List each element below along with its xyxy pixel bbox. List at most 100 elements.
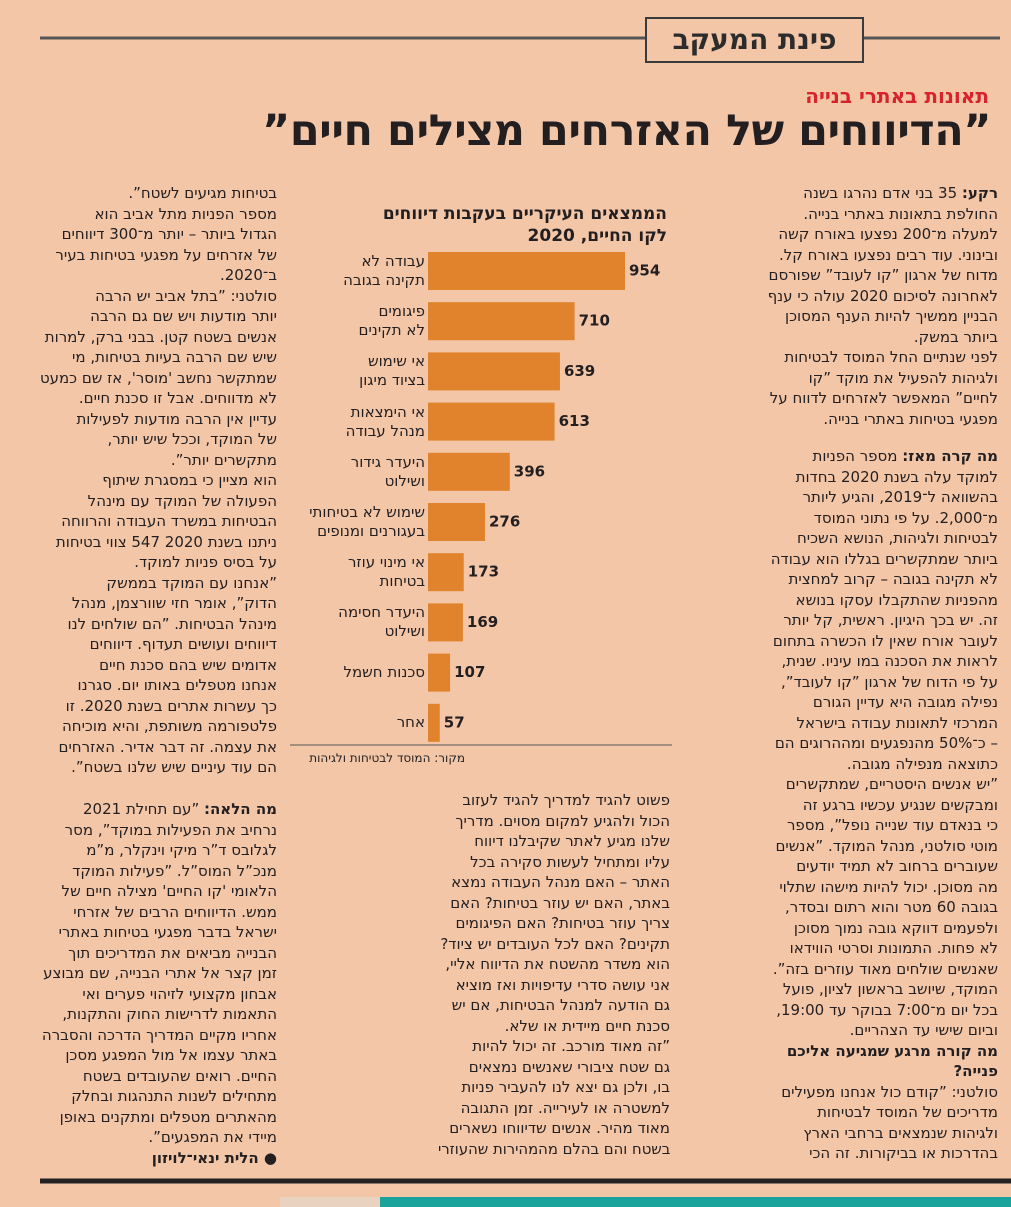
text-line: פשוט להגיד למדריך להגיד לעזוב	[438, 790, 670, 811]
text-line: פנייה?	[684, 1061, 998, 1082]
line-content: כי בנאדם עוד שנייה נופל”, מספר	[786, 816, 998, 834]
text-line: בגובה 60 מטר והוא רתום ובסדר,	[684, 897, 998, 918]
line-content: זה. יש בכך היגיון. ראשית, קל יותר	[783, 611, 998, 629]
line-content: מהאתרים מטפלים ומתקנים באופן	[59, 1107, 277, 1126]
lead-in: ● הלית ינאי־לויזון	[151, 1148, 277, 1167]
line-content: סכנת חיים מיידית או שלא.	[504, 1016, 670, 1035]
text-line: מהפניות שהתקבלו עסקו בנושא	[684, 590, 998, 611]
lead-in: רקע:	[961, 184, 998, 202]
text-line: התאמות לדרישות החוק והתקנות,	[40, 1004, 277, 1025]
line-content: מ־2,000. על פי נתוני המוסד	[813, 508, 998, 527]
bar	[428, 653, 451, 692]
text-line: ”זה מאוד מורכב. זה יכול להיות	[438, 1036, 670, 1057]
line-content: רקע: 35 בני אדם נהרגו בשנה	[803, 183, 998, 204]
line-content: אדומים שיש בהם סכנת חיים	[99, 655, 277, 674]
bar	[428, 503, 485, 541]
line-content: החולפת בתאונות באתרי בנייה.	[803, 204, 998, 223]
text-line: אנשים בשטח קטן. בבני ברק, למרות	[40, 327, 277, 348]
line-content: מה קרה מאז: מספר הפניות	[812, 446, 998, 467]
text-line: לא פחות. התמונות וסרטי הווידאו	[684, 938, 998, 959]
line-content: ומבקשים שנגיע עכשיו ברגע זה	[802, 795, 998, 814]
line-content: ולגיהות שנמצאים ברחבי הארץ	[803, 1123, 998, 1142]
text-line: באתר עצמו אל מול המפגע מסכן	[40, 1045, 277, 1066]
line-content: למשטרה או לעירייה. זמן התגובה	[460, 1098, 670, 1117]
line-content: מדוח של ארגון ”קו לעובד” שפורסם	[768, 266, 998, 284]
lead-in: מה קרה מאז:	[902, 447, 998, 465]
section-tag: פינת המעקב	[645, 17, 864, 63]
line-content: ביותר במשק.	[913, 327, 998, 346]
text-line: מספר הפניות מתל אביב הוא	[40, 204, 277, 225]
text-line: אני עושה סדרי עדיפויות ואז מוציא	[438, 975, 670, 996]
text-line: נפילה מגובה היא עדיין הגורם	[684, 692, 998, 713]
text-line: לאחרונה לסיכום 2020 עולה כי ענף	[684, 286, 998, 307]
line-content: ולפעמים דווקא גובה נמוך מסוכן	[793, 918, 998, 937]
text-line: שיש שם הרבה בעיות בטיחות, מי	[40, 347, 277, 368]
text-line: הלאומי 'קו החיים' מצילה חיים של	[40, 881, 277, 902]
line-content: הבטיחות במשרד העבודה והרווחה	[61, 512, 277, 530]
text-line: הוא משדר מהשטח את הדיווח אליי,	[438, 954, 670, 975]
category-label: עבודה לא תקינה בגובה	[343, 252, 425, 289]
line-content: באתר, האם יש עוזר בטיחות? האם	[450, 893, 670, 912]
line-content: על פי הדוח של ארגון ”קו לעובד”,	[780, 672, 998, 691]
text-line: – כ־50% מהנפגעים ומההרוגים הם	[684, 733, 998, 754]
text-line: מינהל הבטיחות. ”הם שולחים לנו	[40, 614, 277, 635]
category-label: פיגומים לא תקינים	[358, 302, 426, 340]
category-label: היעדר חסימה ושילוט	[338, 603, 425, 641]
line-content: של המוקד, וככל שיש יותר,	[107, 430, 277, 448]
text-line: צריך עוזר בטיחות? האם הפיגומים	[438, 913, 670, 934]
text-line: על פי הדוח של ארגון ”קו לעובד”,	[684, 672, 998, 693]
line-content: ממש. הדיווחים הרבים של אזרחי	[73, 902, 277, 921]
line-content: שלנו מגיע לאתר שקיבלנו דיווח	[474, 832, 670, 850]
line-content: דיווחים ועושים תעדוף. דיווחים	[89, 635, 277, 653]
headline: ”הדיווחים של האזרחים מצילים חיים”	[261, 106, 992, 156]
text-line: יותר מודעות ויש שם גם הרבה	[40, 306, 277, 327]
text-line: הבנייה מביאים את המדריכים תוך	[40, 943, 277, 964]
text-line: למשטרה או לעירייה. זמן התגובה	[438, 1098, 670, 1119]
category-label: אחר	[396, 713, 425, 732]
text-line: אדומים שיש בהם סכנת חיים	[40, 655, 277, 676]
value-label: 173	[468, 563, 499, 581]
line-content: הלאומי 'קו החיים' מצילה חיים של	[61, 882, 277, 900]
text-line: למעלה מ־200 נפצעו באורח קשה	[684, 224, 998, 245]
line-content: ניתנו בשנת 2020 547 צווי בטיחות	[55, 532, 277, 551]
text-line: בהדרכות או בביקורות. זה הכי	[684, 1143, 998, 1164]
line-content: ● הלית ינאי־לויזון	[152, 1148, 277, 1169]
line-content: גם הודעה למנהל הבטיחות, אם יש	[451, 996, 670, 1014]
text-line: של המוקד, וככל שיש יותר,	[40, 429, 277, 450]
text-line: בשטח והם בהלם מהמהירות שהעוזרי	[438, 1139, 670, 1160]
value-label: 954	[629, 262, 660, 280]
text-line: מ־2,000. על פי נתוני המוסד	[684, 508, 998, 529]
line-content: מאוד מהיר. אנשים שדיווחו נשארים	[449, 1119, 670, 1137]
line-content: סולטני: ”קודם כול אנחנו מפעילים	[781, 1082, 998, 1101]
line-content: מינהל הבטיחות. ”הם שולחים לנו	[67, 614, 277, 633]
text-line: עדיין אין הרבה מודעות לפעילות	[40, 409, 277, 430]
line-content: מה קורה מרגע שמגיעה אליכם	[787, 1041, 998, 1062]
line-content: ב־2020.	[219, 266, 277, 284]
text-line: מנכ”ל המוס”ל. ”פעילות המוקד	[40, 861, 277, 882]
text-line: שעוברים ברחוב לא תמיד יודעים	[684, 856, 998, 877]
text-line: הבניין ממשיך להיות הענף המסוכן	[684, 306, 998, 327]
category-label: אי מינוי עוזר בטיחות	[347, 553, 425, 591]
lead-in: מה קורה מרגע שמגיעה אליכם	[786, 1041, 998, 1060]
line-content: שאנשים שולחים מאוד עוזרים בזה”.	[772, 959, 998, 978]
value-label: 276	[489, 513, 520, 531]
line-content: מנכ”ל המוס”ל. ”פעילות המוקד	[72, 861, 277, 880]
text-line: החיים. רואים שהעובדים בשטח	[40, 1066, 277, 1087]
text-line: האתר – האם מנהל העבודה נמצא	[438, 872, 670, 893]
text-line: מוטי סולטני, מנהל המוקד. ”אנשים	[684, 836, 998, 857]
column: בטיחות מגיעים לשטח”. מספר הפניות מתל אביב…	[40, 183, 277, 1168]
line-content: לעובר אורח שאין לו הכשרה בתחום	[772, 631, 998, 650]
line-content: כתוצאה מנפילה מגובה.	[846, 754, 998, 773]
text-line: באתר, האם יש עוזר בטיחות? האם	[438, 893, 670, 914]
text-line: סולטני: ”בתל אביב יש הרבה	[40, 286, 277, 307]
text-line: אבחון מקצועי לזיהוי פערים ואי	[40, 984, 277, 1005]
text-line: ובינוני. עוד רבים נפצעו באורח קל.	[684, 245, 998, 266]
line-content: בשטח והם בהלם מהמהירות שהעוזרי	[437, 1139, 670, 1158]
text-line: החולפת בתאונות באתרי בנייה.	[684, 204, 998, 225]
line-content: מה מסוכן. יכול להיות מישהו שתלוי	[779, 877, 998, 896]
line-content: אבחון מקצועי לזיהוי פערים ואי	[82, 984, 277, 1003]
text-line: ישראל בדבר מפגעי בטיחות באתרי	[40, 922, 277, 943]
line-content: ”יש אנשים היסטריים, שמתקשרים	[785, 775, 998, 793]
text-line: עליו ומתחיל לעשות סקירה בכל	[438, 852, 670, 873]
line-content: סולטני: ”בתל אביב יש הרבה	[95, 286, 277, 305]
